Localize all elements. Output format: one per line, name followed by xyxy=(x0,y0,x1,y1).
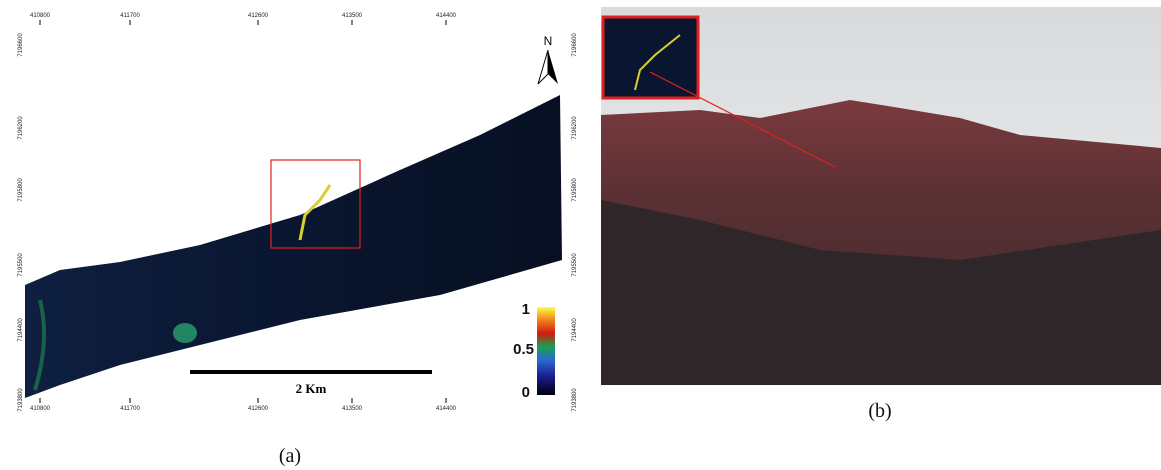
x-coord-label: 414400 xyxy=(436,13,457,19)
y-coord-label: 7196200 xyxy=(18,116,24,140)
y-coord-label: 7194400 xyxy=(572,318,578,342)
x-coord-label: 410800 xyxy=(30,406,51,412)
y-coord-label: 7196200 xyxy=(572,116,578,140)
page: N 1 0.5 0 2 Km (a) (b) 410800 410800 41170… xyxy=(0,0,1161,470)
y-coord-label: 7195800 xyxy=(18,178,24,202)
y-coord-label: 7193800 xyxy=(572,388,578,412)
panel-a: N 1 0.5 0 2 Km (a) xyxy=(25,34,562,467)
y-coord-label: 7196600 xyxy=(572,33,578,57)
y-coord-label: 7193800 xyxy=(18,388,24,412)
y-coord-label: 7195500 xyxy=(18,253,24,277)
north-label: N xyxy=(544,34,553,48)
y-coord-label: 7195500 xyxy=(572,253,578,277)
x-coord-label: 412600 xyxy=(248,13,269,19)
colorbar xyxy=(537,307,555,395)
caption: (b) xyxy=(868,400,891,422)
scale-bar xyxy=(190,370,432,374)
map-feature xyxy=(173,323,197,343)
x-coord-label: 411700 xyxy=(120,13,140,19)
north-arrow: N xyxy=(538,34,558,84)
caption: (a) xyxy=(279,445,301,467)
photo-inset xyxy=(603,17,698,98)
y-coord-label: 7194400 xyxy=(18,318,24,342)
x-coord-label: 413500 xyxy=(342,406,363,412)
colorbar-label: 0 xyxy=(522,384,530,401)
y-coord-label: 7196600 xyxy=(18,33,24,57)
map-area xyxy=(25,95,562,398)
figure: N 1 0.5 0 2 Km (a) (b) 410800 410800 41170… xyxy=(0,0,1161,470)
scale-bar-label: 2 Km xyxy=(296,381,327,396)
x-coord-label: 410800 xyxy=(30,13,51,19)
x-coord-label: 413500 xyxy=(342,13,363,19)
x-coord-label: 412600 xyxy=(248,406,269,412)
x-coord-label: 411700 xyxy=(120,406,140,412)
y-coord-label: 7195800 xyxy=(572,178,578,202)
colorbar-label: 1 xyxy=(522,301,530,318)
x-coord-label: 414400 xyxy=(436,406,457,412)
panel-b: (b) xyxy=(601,7,1161,422)
colorbar-label: 0.5 xyxy=(513,341,534,358)
